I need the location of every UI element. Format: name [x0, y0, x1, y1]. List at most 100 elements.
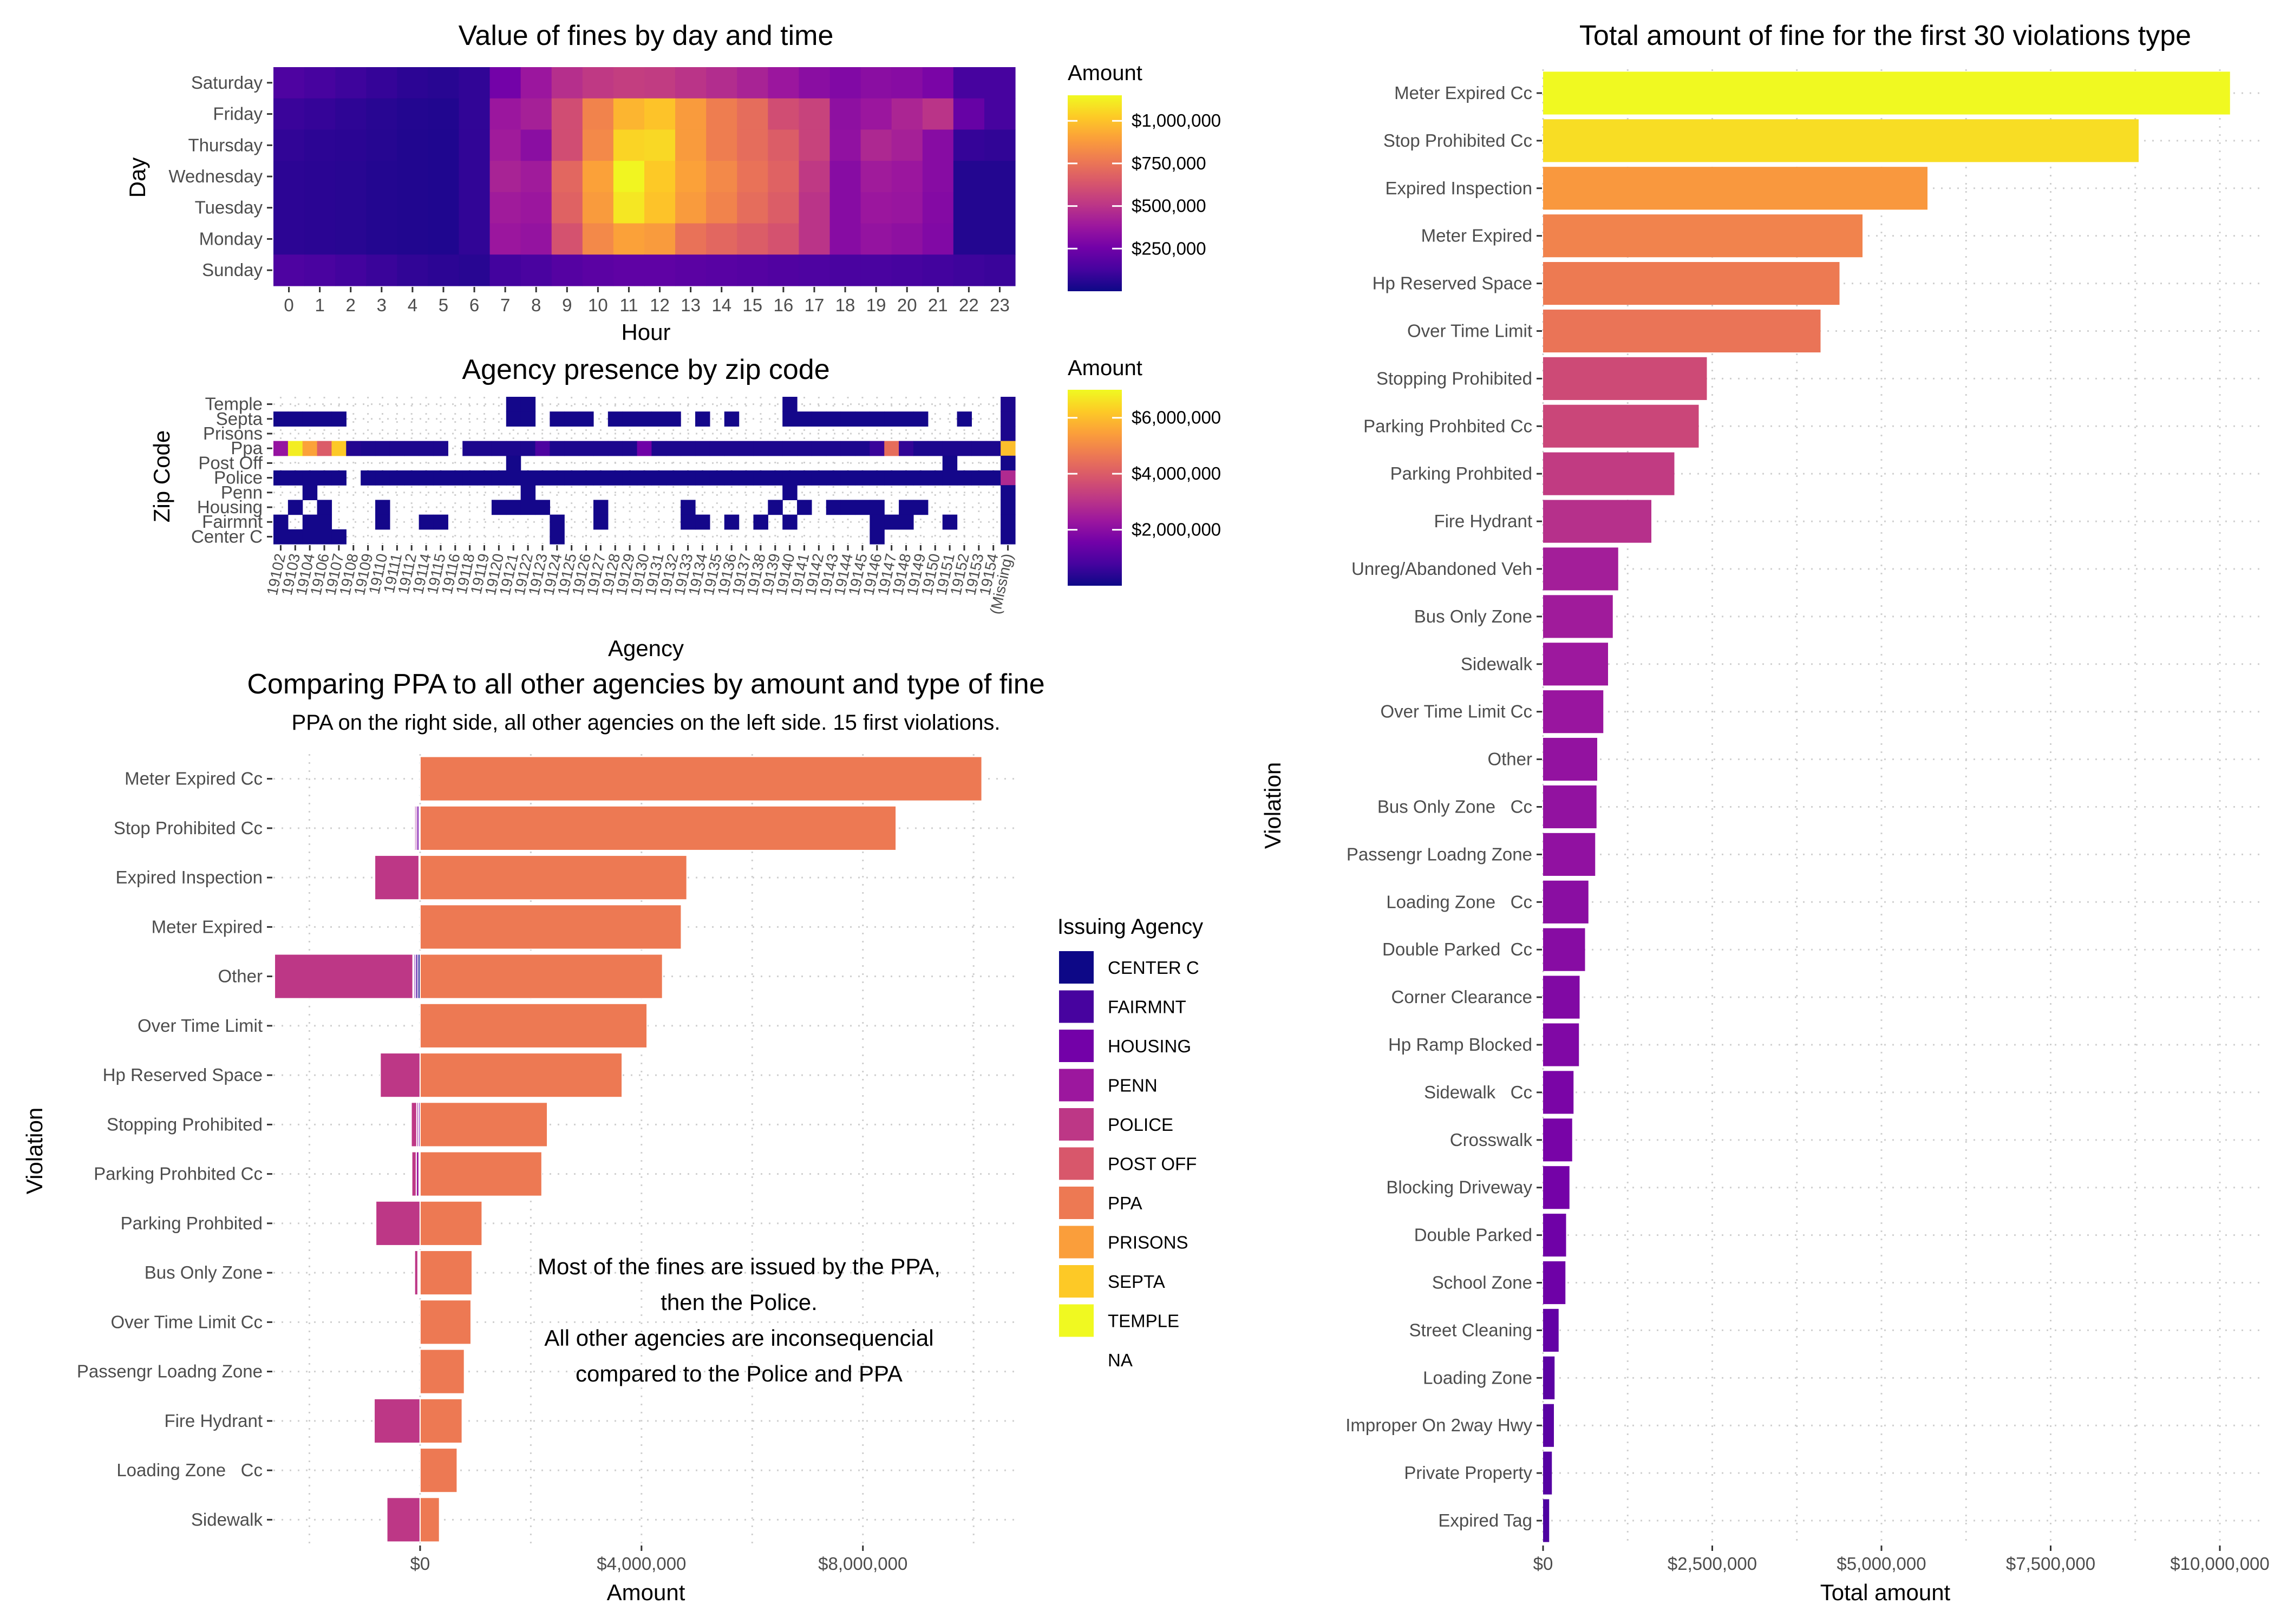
heatmap1-cell [273, 223, 305, 255]
heatmap2-cell [520, 470, 536, 486]
top30-violation-label: School Zone [1432, 1273, 1532, 1293]
heatmap1-cell [644, 223, 676, 255]
heatmap1-cell [922, 161, 954, 193]
comparison-bar [419, 855, 688, 901]
top30-bar [1543, 167, 1927, 210]
comparison-violation-label: Over Time Limit [138, 1016, 263, 1036]
heatmap1-cell [489, 129, 521, 161]
heatmap2-cell [607, 470, 623, 486]
heatmap1-cell [675, 161, 707, 193]
legend-agency-label: SEPTA [1108, 1272, 1165, 1292]
heatmap2-cell [739, 470, 754, 486]
heatmap2-cell [870, 529, 885, 545]
heatmap1-cell [459, 192, 491, 224]
heatmap2-cell [899, 470, 914, 486]
legend-agency-label: POST OFF [1108, 1154, 1197, 1174]
top30-violation-label: Double Parked Cc [1382, 939, 1532, 959]
heatmap1-cell [397, 161, 429, 193]
heatmap2-cell [739, 441, 754, 456]
heatmap1-cell [706, 192, 737, 224]
top30-violation-label: Crosswalk [1450, 1130, 1533, 1150]
heatmap2-cell [550, 411, 565, 427]
heatmap2-cell [622, 470, 638, 486]
heatmap2-cell [899, 514, 914, 530]
comparison-violation-label: Stop Prohibited Cc [114, 818, 263, 838]
heatmap1-cell [551, 223, 583, 255]
heatmap2-cell [506, 411, 521, 427]
heatmap2-cell [506, 470, 521, 486]
heatmap1-hour-label: 14 [711, 295, 731, 315]
heatmap1-cell [891, 67, 923, 99]
heatmap2-cell [986, 470, 1001, 486]
heatmap2-cell [753, 441, 768, 456]
issuing-agency-legend: Issuing Agency CENTER C FAIRMNT HOUSING PENN… [1057, 915, 1203, 1376]
heatmap2-cell [477, 470, 492, 486]
heatmap2-cell [622, 411, 638, 427]
comparison-bar [411, 1151, 417, 1197]
heatmap1-cell [520, 254, 552, 286]
heatmap1-hour-label: 17 [805, 295, 825, 315]
heatmap1-cell [397, 192, 429, 224]
top30-bar [1543, 738, 1597, 781]
heatmap1-cell [891, 254, 923, 286]
heatmap2-agency-label: Fairmnt [202, 512, 263, 532]
heatmap2-cell [797, 470, 812, 486]
comparison-bar [419, 1299, 472, 1345]
heatmap2-agency-label: Temple [205, 394, 263, 414]
comparison-bar [413, 805, 416, 851]
heatmap2-cell [913, 411, 929, 427]
heatmap1-cells [273, 67, 1016, 286]
heatmap2-cell [782, 441, 798, 456]
top30-xlabel: Total amount [1820, 1580, 1951, 1605]
heatmap1-cell [768, 161, 800, 193]
top30-violation-label: Expired Tag [1438, 1510, 1532, 1530]
top30-violation-label: Other [1487, 749, 1532, 769]
heatmap2-cell [709, 470, 725, 486]
heatmap1-hour-label: 4 [408, 295, 417, 315]
heatmap2-cell [782, 514, 798, 530]
panel-agency-zip-heatmap: Agency presence by zip code TempleSeptaP… [149, 354, 1221, 661]
heatmap2-cell [797, 500, 812, 515]
heatmap1-cell [366, 129, 397, 161]
heatmap2-cell [331, 441, 347, 456]
heatmap2-cell [317, 411, 332, 427]
heatmap2-cell [782, 397, 798, 412]
heatmap1-cell [829, 223, 861, 255]
top30-violation-label: Meter Expired [1421, 226, 1532, 246]
top30-bar [1543, 1118, 1572, 1162]
heatmap2-cell [870, 411, 885, 427]
heatmap1-cell [613, 192, 645, 224]
heatmap2-cell [870, 500, 885, 515]
top30-violation-label: Meter Expired Cc [1394, 83, 1532, 103]
heatmap1-cell [675, 192, 707, 224]
heatmap1-cell [799, 223, 831, 255]
heatmap1-cell [829, 67, 861, 99]
heatmap1-cell [799, 67, 831, 99]
heatmap2-cell [593, 500, 609, 515]
heatmap2-cell [651, 441, 666, 456]
heatmap2-cell [273, 529, 289, 545]
top30-violation-label: Unreg/Abandoned Veh [1351, 559, 1532, 579]
heatmap2-cell [913, 441, 929, 456]
heatmap2-cell [927, 470, 943, 486]
heatmap2-cell [782, 485, 798, 500]
heatmap2-cell [302, 441, 318, 456]
heatmap1-cell [489, 223, 521, 255]
heatmap1-day-label: Sunday [202, 260, 263, 280]
top30-bar [1543, 500, 1651, 543]
heatmap1-cell [551, 192, 583, 224]
heatmap1-cell [582, 223, 614, 255]
heatmap1-cell [953, 161, 985, 193]
heatmap1-cell [737, 161, 768, 193]
heatmap2-cell [273, 470, 289, 486]
comparison-bar [414, 1250, 419, 1296]
heatmap2-cell [462, 441, 478, 456]
heatmap1-legend-label: $1,000,000 [1132, 110, 1221, 130]
heatmap1-cell [397, 223, 429, 255]
comparison-bar [380, 1052, 421, 1098]
heatmap2-cell [666, 470, 681, 486]
heatmap1-cell [366, 67, 397, 99]
heatmap2-cell [942, 514, 958, 530]
heatmap1-hour-label: 15 [742, 295, 762, 315]
heatmap1-cell [984, 192, 1016, 224]
